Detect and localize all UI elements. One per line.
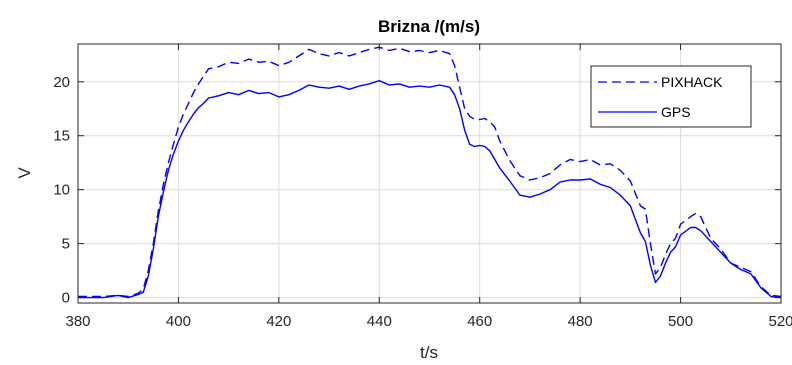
legend: PIXHACK GPS bbox=[590, 65, 752, 128]
y-tick-label: 5 bbox=[62, 236, 70, 253]
x-tick-label: 460 bbox=[467, 313, 492, 330]
x-tick-label: 420 bbox=[266, 313, 291, 330]
legend-box bbox=[590, 65, 752, 128]
y-tick-label: 15 bbox=[53, 128, 70, 145]
plot-area-frame bbox=[77, 43, 782, 304]
y-tick-label: 10 bbox=[53, 182, 70, 199]
x-tick-label: 440 bbox=[367, 313, 392, 330]
x-tick-label: 480 bbox=[568, 313, 593, 330]
series-line-pixhack bbox=[78, 46, 782, 298]
x-tick-label: 400 bbox=[166, 313, 191, 330]
series-layer bbox=[78, 46, 782, 299]
y-axis: 0 5 10 15 20 bbox=[53, 74, 781, 307]
y-tick-label: 20 bbox=[53, 74, 70, 91]
chart-title: Brizna /(m/s) bbox=[378, 17, 480, 36]
x-tick-label: 380 bbox=[65, 313, 90, 330]
x-tick-label: 520 bbox=[768, 313, 792, 330]
x-tick-label: 500 bbox=[668, 313, 693, 330]
legend-label-gps: GPS bbox=[661, 104, 691, 120]
series-line-gps bbox=[78, 80, 782, 299]
y-tick-label: 0 bbox=[62, 290, 70, 307]
legend-label-pixhack: PIXHACK bbox=[661, 74, 723, 90]
x-axis: 380 400 420 440 460 480 500 520 bbox=[65, 44, 792, 330]
y-axis-label: V bbox=[15, 167, 34, 179]
x-axis-label: t/s bbox=[420, 343, 438, 362]
